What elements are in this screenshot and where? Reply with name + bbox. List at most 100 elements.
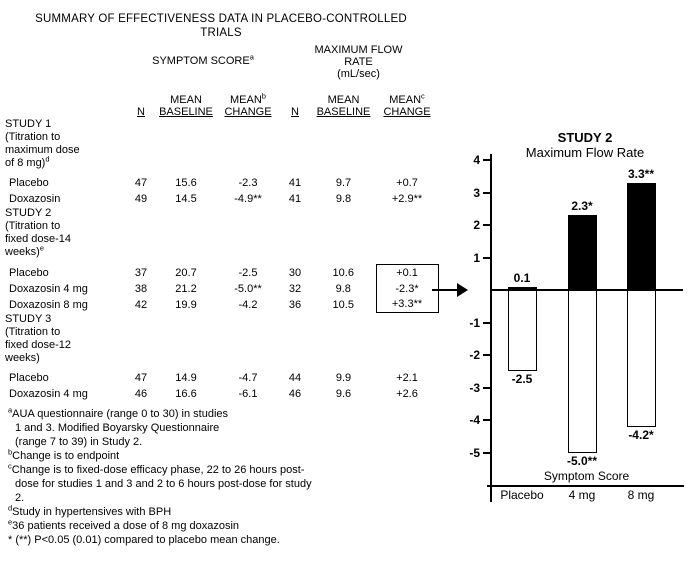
footnote-line: dose for studies 1 and 3 and 2 to 6 hour… [15,478,312,490]
cell-value: 9.9 [335,372,352,384]
footnote-marker: d [8,503,13,513]
cell-value: 9.8 [335,282,351,295]
bar-value-label: 2.3* [571,199,593,214]
x-axis-label: 8 mg [627,488,655,502]
study-header-row: STUDY 3 (Titration to fixed dose-12 weeks) [5,313,438,371]
y-tick-label: 4 [473,153,480,167]
study2-bar-chart: STUDY 2 Maximum Flow Rate 4 3 2 1 -1 -2 -3 -4 -5 0.… [450,128,697,548]
cell-value: 9.6 [335,388,352,400]
cell-value: 19.9 [175,298,197,311]
symptom-score-bar [626,290,656,427]
footnote-line: * (**) P<0.05 (0.01) compared to placebo… [8,534,280,546]
study-label-line: weeks)e [5,243,45,258]
cell-value: 32 [288,282,302,295]
cell-value: 10.6 [332,266,354,279]
flow-rate-bar [567,215,597,290]
study-label: STUDY 3 (Titration to fixed dose-12 weeks) [5,313,438,371]
study-label-line: weeks) [5,352,40,364]
row-label: Doxazosin [9,193,61,205]
col-header-n2: N [291,106,299,118]
cell-value: 10.5 [332,298,354,311]
x-axis-label: 4 mg [568,488,596,502]
y-tick-label: -4 [469,413,480,427]
cell-value: 30 [288,266,302,279]
max-flow-line1: MAXIMUM FLOW [314,44,403,56]
footnote-marker: a [8,405,13,415]
study-footnote-sup: d [45,154,50,164]
symptom-score-group-header: SYMPTOM SCOREa [127,36,279,80]
x-axis-line [487,485,684,487]
footnote-marker: c [8,461,12,471]
row-label: Placebo [9,372,49,384]
bar-value-label: -4.2* [628,427,654,442]
cell-value: 37 [134,266,148,279]
table-row: Placebo 47 15.6 -2.3 41 9.7 +0.7 [5,175,438,191]
study-label-line: (Titration to [5,326,61,338]
y-tick [483,386,492,389]
cell-value: 21.2 [175,282,197,295]
y-tick [483,451,492,454]
y-axis-line [490,154,492,502]
arrow-head [457,283,468,297]
symptom-score-footnote-sup: a [249,52,254,62]
study-label-line: fixed dose-14 [5,233,72,245]
cell-value: +0.1 [375,264,439,281]
study-label-line: STUDY 2 [5,207,52,219]
y-tick-label: -5 [469,445,480,460]
cell-value: -2.3 [238,177,258,189]
study-label-line: (Titration to [5,220,61,232]
study-footnote-sup: e [39,243,45,253]
footnote-line: e36 patients received a dose of 8 mg dox… [8,517,240,532]
bar-value-label: -5.0** [566,453,598,468]
chart-subtitle: Maximum Flow Rate [525,145,645,160]
max-flow-group-header: MAXIMUM FLOW RATE (mL/sec) [279,36,438,80]
header-spacer [5,36,127,80]
y-tick-label: -2 [469,348,480,362]
cell-value: 15.6 [175,177,197,189]
footnote-marker: b [8,447,13,457]
footnotes: aAUA questionnaire (range 0 to 30) in st… [8,405,380,547]
cell-value: 41 [288,193,302,205]
x-axis-label: Placebo [500,488,544,502]
symptom-score-axis-label: Symptom Score [543,469,630,483]
y-tick-label: 2 [473,218,480,232]
table-row: Doxazosin 49 14.5 -4.9** 41 9.8 +2.9** [5,191,438,207]
study-label: STUDY 2 (Titration to fixed dose-14 weeks)e [5,207,438,265]
col-header-mean-baseline1: MEAN BASELINE [159,94,213,118]
footnote-line: bChange is to endpoint [8,447,120,462]
footnote-line: 1 and 3. Modified Boyarsky Questionnaire [15,422,220,434]
cell-value: 14.5 [175,193,197,205]
row-label: Placebo [9,177,49,189]
max-flow-units: (mL/sec) [337,68,380,80]
table-title: SUMMARY OF EFFECTIVENESS DATA IN PLACEBO… [15,12,427,40]
footnote: dStudy in hypertensives with BPH [8,503,380,519]
footnote: * (**) P<0.05 (0.01) compared to placebo… [8,533,380,547]
effectiveness-table: SYMPTOM SCOREa MAXIMUM FLOW RATE (mL/sec… [5,36,439,402]
cell-value: 41 [288,177,302,189]
cell-value: +3.3** [375,296,439,313]
study-label-line: fixed dose-12 [5,339,72,351]
row-label: Doxazosin 4 mg [9,282,88,295]
cell-value: 9.8 [335,193,352,205]
cell-value: +2.1 [396,372,418,384]
footnote-line: (range 7 to 39) in Study 2. [15,436,143,448]
y-tick-label: 1 [473,250,480,265]
row-label: Doxazosin 4 mg [9,388,88,400]
cell-value: -6.1 [238,388,258,400]
bar-value-label: 0.1 [513,270,531,285]
table-row: Doxazosin 4 mg 38 21.2 -5.0** 32 9.8 -2.3* [5,280,439,297]
footnote-line: dStudy in hypertensives with BPH [8,503,172,518]
cell-value: 49 [134,193,148,205]
chart-title: STUDY 2 [557,130,613,145]
table-row: Doxazosin 8 mg 42 19.9 -4.2 36 10.5 +3.3** [5,296,439,313]
study-label-line: STUDY 3 [5,313,52,325]
cell-value: -4.7 [238,372,258,384]
y-tick [483,224,492,226]
cell-value: 47 [134,372,148,384]
study-label-line: STUDY 1 [5,118,52,130]
group-header-row: SYMPTOM SCOREa MAXIMUM FLOW RATE (mL/sec… [5,36,438,80]
cell-value: 20.7 [175,266,197,279]
col-header-mean-change1: MEANb CHANGE [224,91,272,118]
cell-value: +2.9** [391,193,423,205]
y-tick-label: -3 [469,380,480,395]
